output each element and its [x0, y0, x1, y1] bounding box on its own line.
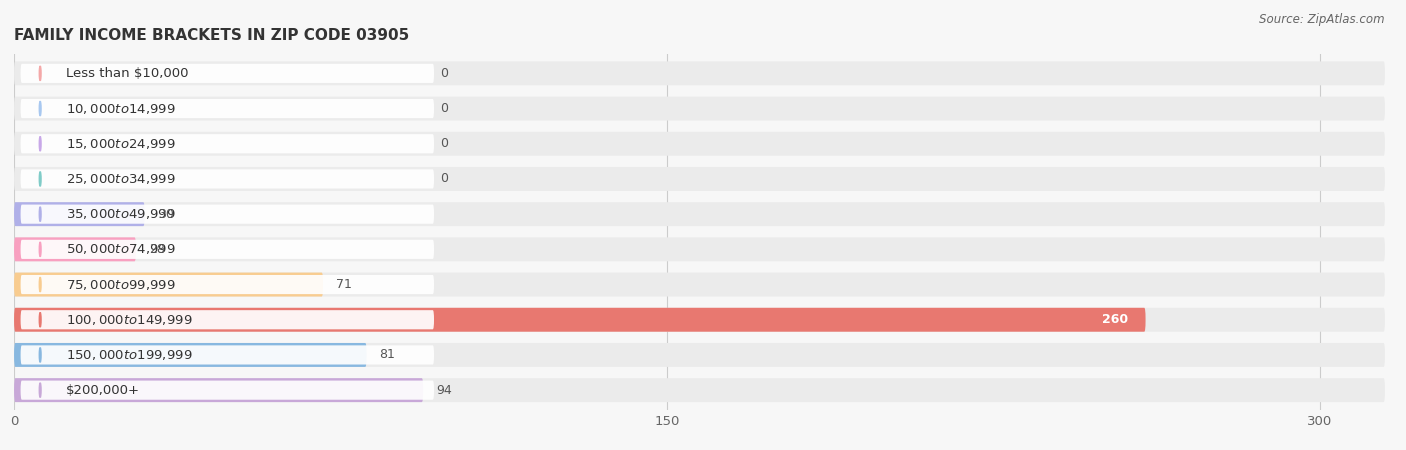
FancyBboxPatch shape	[21, 169, 434, 189]
Circle shape	[39, 277, 41, 292]
FancyBboxPatch shape	[14, 378, 423, 402]
Text: $50,000 to $74,999: $50,000 to $74,999	[66, 243, 176, 256]
Text: $100,000 to $149,999: $100,000 to $149,999	[66, 313, 193, 327]
FancyBboxPatch shape	[14, 238, 136, 261]
Text: $150,000 to $199,999: $150,000 to $199,999	[66, 348, 193, 362]
FancyBboxPatch shape	[21, 345, 434, 365]
FancyBboxPatch shape	[14, 273, 1385, 297]
FancyBboxPatch shape	[14, 238, 1385, 261]
Text: 260: 260	[1102, 313, 1128, 326]
Text: $200,000+: $200,000+	[66, 384, 141, 396]
Text: FAMILY INCOME BRACKETS IN ZIP CODE 03905: FAMILY INCOME BRACKETS IN ZIP CODE 03905	[14, 28, 409, 43]
Text: 81: 81	[380, 348, 395, 361]
Circle shape	[39, 348, 41, 362]
Circle shape	[39, 312, 41, 327]
Circle shape	[39, 101, 41, 116]
Circle shape	[39, 207, 41, 221]
FancyBboxPatch shape	[21, 310, 434, 329]
FancyBboxPatch shape	[21, 99, 434, 118]
FancyBboxPatch shape	[14, 308, 1385, 332]
Text: 0: 0	[440, 67, 449, 80]
Text: 71: 71	[336, 278, 352, 291]
Text: $35,000 to $49,999: $35,000 to $49,999	[66, 207, 176, 221]
FancyBboxPatch shape	[14, 61, 1385, 86]
FancyBboxPatch shape	[14, 343, 1385, 367]
FancyBboxPatch shape	[14, 343, 367, 367]
FancyBboxPatch shape	[14, 132, 1385, 156]
Text: 28: 28	[149, 243, 165, 256]
Circle shape	[39, 66, 41, 81]
FancyBboxPatch shape	[14, 167, 1385, 191]
FancyBboxPatch shape	[21, 381, 434, 400]
FancyBboxPatch shape	[14, 378, 1385, 402]
Text: Less than $10,000: Less than $10,000	[66, 67, 188, 80]
Text: 0: 0	[440, 137, 449, 150]
Text: $10,000 to $14,999: $10,000 to $14,999	[66, 102, 176, 116]
FancyBboxPatch shape	[14, 308, 1146, 332]
Text: 0: 0	[440, 102, 449, 115]
FancyBboxPatch shape	[21, 275, 434, 294]
FancyBboxPatch shape	[14, 97, 1385, 121]
Circle shape	[39, 172, 41, 186]
Text: 0: 0	[440, 172, 449, 185]
FancyBboxPatch shape	[21, 134, 434, 153]
Circle shape	[39, 136, 41, 151]
FancyBboxPatch shape	[21, 205, 434, 224]
FancyBboxPatch shape	[14, 273, 323, 297]
Text: 94: 94	[436, 384, 451, 396]
Text: $15,000 to $24,999: $15,000 to $24,999	[66, 137, 176, 151]
Circle shape	[39, 383, 41, 397]
FancyBboxPatch shape	[14, 202, 145, 226]
FancyBboxPatch shape	[21, 240, 434, 259]
FancyBboxPatch shape	[21, 64, 434, 83]
Text: Source: ZipAtlas.com: Source: ZipAtlas.com	[1260, 14, 1385, 27]
FancyBboxPatch shape	[14, 202, 1385, 226]
Text: 30: 30	[157, 207, 173, 220]
Circle shape	[39, 242, 41, 256]
Text: $75,000 to $99,999: $75,000 to $99,999	[66, 278, 176, 292]
Text: $25,000 to $34,999: $25,000 to $34,999	[66, 172, 176, 186]
